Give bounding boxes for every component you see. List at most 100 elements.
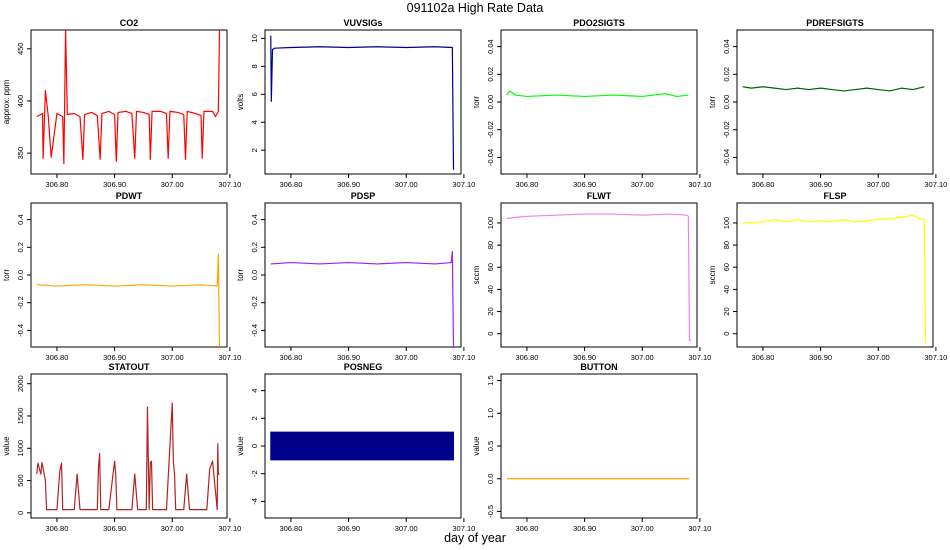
data-layer — [742, 214, 928, 344]
series-line — [506, 213, 692, 341]
y-tick-label: 0.0 — [250, 270, 259, 280]
y-tick-label: 1.5 — [486, 375, 495, 385]
y-tick-label: 8 — [250, 64, 259, 68]
y-axis-label: value — [2, 436, 11, 456]
y-tick-label: -0.5 — [486, 505, 495, 518]
y-tick-label: 0.04 — [722, 39, 731, 54]
y-axis-label: torr — [708, 96, 717, 108]
plot-frame — [736, 29, 934, 175]
x-tick-label: 306.90 — [337, 353, 360, 362]
plot-frame — [30, 373, 228, 519]
data-layer — [270, 431, 455, 461]
panel-title: PDWT — [116, 191, 143, 201]
y-tick-label: 60 — [722, 263, 731, 271]
data-layer — [270, 250, 455, 347]
panel-title: FLSP — [823, 191, 846, 201]
y-tick-label: 0 — [486, 332, 495, 336]
x-tick-label: 307.00 — [395, 180, 418, 189]
y-tick-label: 0.00 — [722, 95, 731, 110]
x-tick-label: 306.80 — [45, 353, 68, 362]
x-tick-label: 306.90 — [103, 353, 126, 362]
panel-title: FLWT — [587, 191, 612, 201]
y-tick-label: 1.0 — [486, 408, 495, 418]
x-tick-label: 306.80 — [515, 353, 538, 362]
panel-statout: STATOUT value 306.80 306.90 307.00 307.10 0 500… — [2, 362, 241, 533]
y-tick-label: 0 — [250, 444, 259, 448]
y-tick-label: 0 — [722, 332, 731, 336]
x-tick-label: 306.80 — [279, 180, 302, 189]
x-tick-label: 307.00 — [395, 524, 418, 533]
y-tick-label: 0.4 — [250, 214, 259, 224]
x-tick-label: 307.00 — [867, 180, 890, 189]
panel-pdo2sigts: PDO2SIGTS torr 306.80 306.90 307.00 307.10 -0.… — [472, 18, 711, 189]
y-tick-label: 80 — [722, 241, 731, 249]
panel-title: PDO2SIGTS — [573, 18, 625, 28]
series-line — [36, 402, 220, 511]
y-tick-label: 0 — [16, 511, 25, 515]
y-tick-label: 80 — [486, 241, 495, 249]
y-tick-label: 2000 — [16, 375, 25, 392]
panel-pdrefsigts: PDREFSIGTS torr 306.80 306.90 307.00 307.10 -0… — [708, 18, 947, 189]
plot-frame — [500, 29, 698, 175]
data-layer — [36, 30, 221, 165]
series-line — [742, 214, 928, 344]
plot-frame — [736, 202, 934, 348]
y-axis-label: torr — [2, 269, 11, 281]
y-tick-label: 0.2 — [16, 242, 25, 252]
y-tick-label: -2 — [250, 470, 259, 477]
x-tick-label: 307.10 — [218, 180, 241, 189]
y-tick-label: 450 — [16, 43, 25, 56]
x-tick-label: 306.90 — [337, 524, 360, 533]
panel-vuvsigs: VUVSIGs volts 306.80 306.90 307.00 307.10 2 4 6 8… — [236, 18, 475, 189]
series-line — [36, 253, 221, 347]
x-tick-label: 306.90 — [103, 524, 126, 533]
panel-title: VUVSIGs — [343, 18, 382, 28]
series-line — [270, 250, 455, 347]
x-tick-label: 306.80 — [45, 524, 68, 533]
x-tick-label: 306.90 — [573, 353, 596, 362]
x-tick-label: 306.80 — [279, 524, 302, 533]
panel-title: PDSP — [351, 191, 376, 201]
y-tick-label: 0.02 — [486, 67, 495, 82]
x-tick-label: 307.10 — [452, 180, 475, 189]
common-x-axis-label: day of year — [444, 531, 506, 545]
y-tick-label: 4 — [250, 120, 259, 124]
y-tick-label: 350 — [16, 147, 25, 160]
x-tick-label: 307.00 — [161, 180, 184, 189]
x-tick-label: 306.80 — [45, 180, 68, 189]
y-tick-label: -4 — [250, 498, 259, 505]
panel-title: PDREFSIGTS — [806, 18, 864, 28]
data-layer — [36, 253, 221, 347]
data-layer — [36, 402, 220, 511]
y-tick-label: -0.02 — [486, 121, 495, 138]
x-tick-label: 307.10 — [452, 353, 475, 362]
x-tick-label: 307.00 — [395, 353, 418, 362]
x-tick-label: 307.10 — [452, 524, 475, 533]
x-tick-label: 307.00 — [161, 353, 184, 362]
y-tick-label: 40 — [486, 285, 495, 293]
panel-flsp: FLSP sccm 306.80 306.90 307.00 307.10 0 20 40 60 8… — [708, 191, 947, 362]
y-tick-label: 2 — [250, 148, 259, 152]
y-tick-label: 500 — [16, 474, 25, 487]
x-tick-label: 306.90 — [573, 524, 596, 533]
y-tick-label: 20 — [722, 307, 731, 315]
x-tick-label: 306.80 — [515, 180, 538, 189]
x-tick-label: 306.80 — [751, 180, 774, 189]
series-line — [270, 35, 455, 170]
y-tick-label: 100 — [486, 217, 495, 230]
x-tick-label: 306.90 — [573, 180, 596, 189]
y-tick-label: 0.0 — [486, 474, 495, 484]
y-axis-label: torr — [472, 96, 481, 108]
y-axis-label: sccm — [708, 265, 717, 284]
y-tick-label: 0.5 — [486, 441, 495, 451]
y-tick-label: 0.00 — [486, 95, 495, 110]
y-axis-label: value — [236, 436, 245, 456]
y-tick-label: 1500 — [16, 408, 25, 425]
x-tick-label: 306.90 — [103, 180, 126, 189]
x-tick-label: 307.10 — [924, 353, 947, 362]
y-tick-label: 0.2 — [250, 242, 259, 252]
y-axis-label: torr — [236, 269, 245, 281]
x-tick-label: 307.00 — [631, 353, 654, 362]
y-tick-label: -0.04 — [486, 149, 495, 166]
x-tick-label: 307.00 — [631, 524, 654, 533]
